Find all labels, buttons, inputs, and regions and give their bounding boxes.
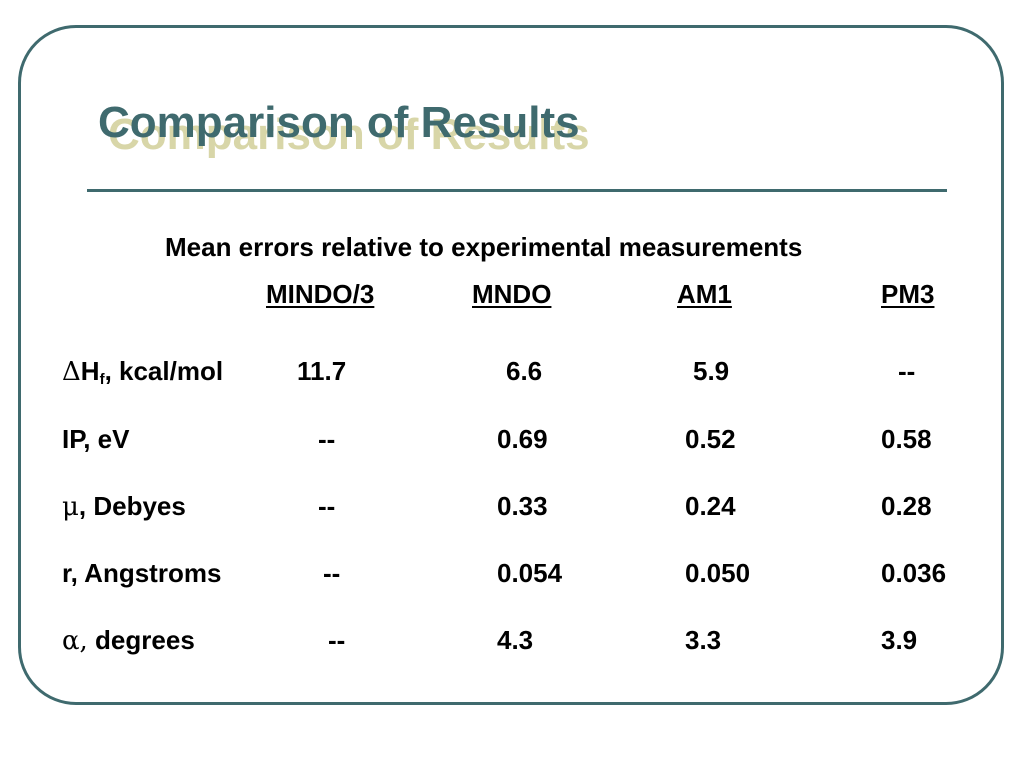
table-cell: -- xyxy=(323,558,341,588)
row-label-bond-angle: α, degrees xyxy=(62,624,195,657)
row-label-main: H xyxy=(80,356,100,386)
row-label-main: degrees xyxy=(87,625,195,655)
delta-symbol: Δ xyxy=(62,357,81,387)
row-label-main: , Debyes xyxy=(78,491,186,521)
table-cell: 3.9 xyxy=(881,625,918,655)
slide-frame xyxy=(18,25,1004,705)
table-cell: 0.33 xyxy=(497,491,548,521)
column-header-am1: AM1 xyxy=(677,279,732,309)
mu-symbol: μ xyxy=(62,492,79,522)
alpha-symbol: α, xyxy=(62,626,88,656)
table-cell: -- xyxy=(898,356,916,386)
row-label-dipole-moment: μ, Debyes xyxy=(62,490,186,523)
title-group: Comparison of Results Comparison of Resu… xyxy=(98,95,898,165)
row-label-subscript: f xyxy=(99,371,105,388)
row-label-heat-of-formation: ΔHf, kcal/mol xyxy=(62,355,223,396)
table-cell: 0.58 xyxy=(881,424,932,454)
table-cell: 11.7 xyxy=(297,356,347,386)
table-cell: 0.24 xyxy=(685,491,736,521)
table-cell: -- xyxy=(318,491,336,521)
table-cell: -- xyxy=(318,424,336,454)
table-cell: 6.6 xyxy=(506,356,543,386)
table-cell: 5.9 xyxy=(693,356,730,386)
table-caption: Mean errors relative to experimental mea… xyxy=(165,232,803,262)
table-cell: -- xyxy=(328,625,346,655)
row-label-bond-length: r, Angstroms xyxy=(62,558,222,588)
table-cell: 0.28 xyxy=(881,491,932,521)
row-label-ionization-potential: IP, eV xyxy=(62,424,130,454)
column-header-mndo: MNDO xyxy=(472,279,552,309)
table-cell: 0.52 xyxy=(685,424,736,454)
table-cell: 0.054 xyxy=(497,558,563,588)
title-shadow: Comparison of Results xyxy=(108,110,590,159)
table-cell: 0.69 xyxy=(497,424,548,454)
column-header-mindo3: MINDO/3 xyxy=(266,279,375,309)
column-header-pm3: PM3 xyxy=(881,279,935,309)
table-cell: 3.3 xyxy=(685,625,722,655)
table-cell: 4.3 xyxy=(497,625,534,655)
slide-title: Comparison of Results xyxy=(98,98,580,147)
table-cell: 0.036 xyxy=(881,558,947,588)
title-divider xyxy=(87,189,947,192)
table-cell: 0.050 xyxy=(685,558,751,588)
row-label-rest: , kcal/mol xyxy=(104,356,224,386)
